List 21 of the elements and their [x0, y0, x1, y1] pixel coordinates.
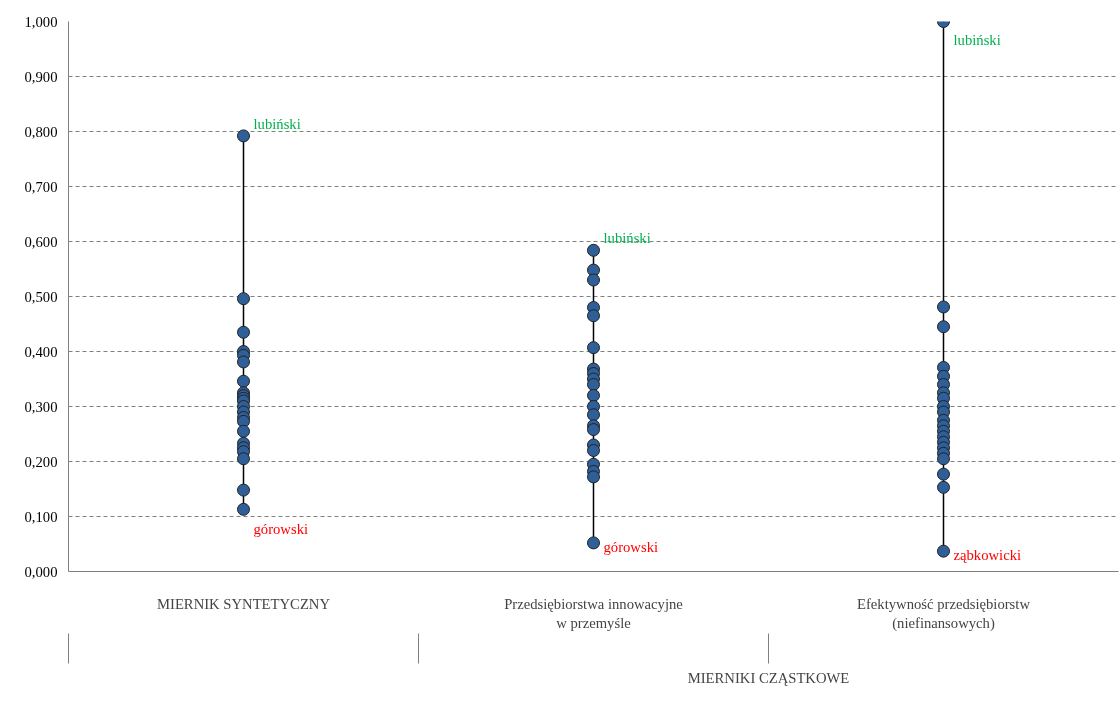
x-tick-label: MIERNIK SYNTETYCZNY — [156, 595, 331, 612]
x-tick-label: Przedsiębiorstwa innowacyjne w przemyśle — [504, 595, 683, 631]
annotation: lubiński — [953, 31, 1001, 48]
y-tick-label: 0,000 — [24, 563, 58, 580]
y-tick-label: 0,500 — [24, 288, 58, 305]
annotation: górowski — [603, 538, 659, 555]
y-tick-label: 0,900 — [24, 68, 58, 85]
annotation: lubiński — [603, 230, 651, 247]
x-axis-title: MIERNIKI CZĄSTKOWE — [687, 669, 850, 686]
y-tick-label: 0,800 — [24, 123, 58, 140]
annotation: górowski — [253, 521, 309, 538]
y-tick-label: 0,400 — [24, 343, 58, 360]
x-tick-label: Efektywność przedsiębiorstw (niefinansowych) — [857, 595, 1031, 632]
annotation: ząbkowicki — [953, 547, 1022, 564]
y-tick-label: 0,700 — [24, 178, 58, 195]
y-tick-label: 0,300 — [24, 398, 58, 415]
y-tick-label: 0,200 — [24, 453, 58, 470]
y-tick-label: 0,600 — [24, 233, 58, 250]
y-tick-label: 0,100 — [24, 508, 58, 525]
annotation: lubiński — [253, 115, 301, 132]
y-tick-label: 1,000 — [24, 13, 58, 30]
